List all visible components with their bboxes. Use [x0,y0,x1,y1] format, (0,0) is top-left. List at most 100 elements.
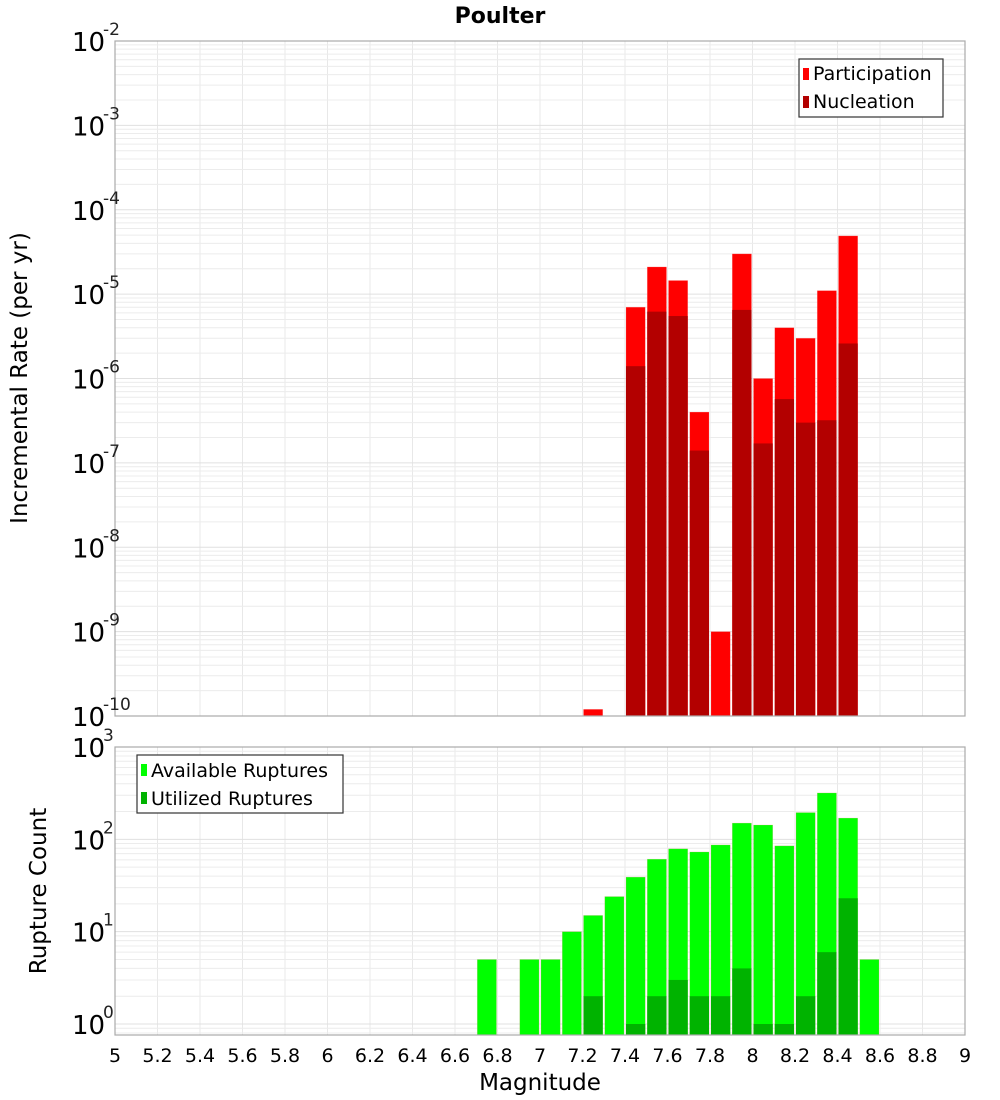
x-tick-label: 6.4 [397,1045,427,1067]
bar-nucleation [732,309,752,716]
y-tick-exponent: -2 [103,20,120,40]
bar-utilized-ruptures [711,996,731,1035]
top-plot-border [114,40,966,717]
y-tick-base: 10 [72,28,105,58]
bar-utilized-ruptures [732,968,752,1035]
y-tick-base: 10 [72,534,105,564]
top-plot: 10-210-310-410-510-610-710-810-910-10 In… [7,20,966,733]
bar-utilized-ruptures [689,996,709,1035]
legend-label-utilized-ruptures: Utilized Ruptures [151,788,313,810]
top-grid [114,41,966,717]
top-y-tick-label: 10-2 [72,20,120,58]
x-tick-label: 8.8 [907,1045,937,1067]
bar-nucleation [668,316,688,716]
top-y-tick-label: 10-4 [72,189,120,227]
bar-utilized-ruptures [647,996,667,1035]
bottom-x-ticks: 5 5.2 5.4 5.6 5.8 6 6.2 6.4 6.6 6.8 7 7.2 7.4 7.6 7.8 8… [109,1045,971,1067]
y-tick-base: 10 [72,281,105,311]
bar-available-ruptures [625,876,646,1036]
top-y-tick-label: 10-3 [72,104,120,142]
bottom-y-tick-label: 102 [72,818,114,856]
y-tick-base: 10 [72,112,105,142]
bar-available-ruptures [604,896,625,1036]
top-legend-box [798,58,944,118]
x-tick-label: 5 [109,1045,121,1067]
bar-nucleation [753,443,773,716]
top-legend: Participation Nucleation [798,58,944,118]
bottom-y-tick-label: 101 [72,911,114,949]
y-tick-exponent: -8 [103,526,120,546]
y-tick-exponent: -4 [103,189,120,209]
legend-swatch-participation [803,68,809,80]
y-tick-base: 10 [72,703,105,733]
x-tick-label: 7.8 [695,1045,725,1067]
y-tick-exponent: 3 [103,726,114,746]
y-tick-base: 10 [72,197,105,227]
x-axis-label: Magnitude [479,1070,601,1096]
x-tick-label: 8.6 [865,1045,895,1067]
top-y-tick-label: 10-6 [72,358,120,396]
legend-swatch-nucleation [803,96,809,108]
bar-utilized-ruptures [774,1023,794,1035]
x-tick-label: 5.8 [270,1045,300,1067]
y-tick-exponent: 0 [103,1003,114,1023]
top-y-ticks: 10-210-310-410-510-610-710-810-910-10 [72,20,131,733]
top-y-axis-label: Incremental Rate (per yr) [7,232,33,524]
bar-available-ruptures [774,845,795,1036]
x-tick-label: 5.4 [185,1045,215,1067]
x-tick-label: 7.6 [652,1045,682,1067]
x-tick-label: 5.2 [142,1045,172,1067]
bar-participation [583,709,604,717]
top-y-tick-label: 10-9 [72,611,120,649]
bar-available-ruptures [540,959,561,1036]
bar-nucleation [774,399,794,716]
y-tick-exponent: -7 [103,442,120,462]
legend-label-nucleation: Nucleation [813,91,915,113]
x-tick-label: 5.6 [227,1045,257,1067]
bar-available-ruptures [753,824,774,1036]
legend-label-available-ruptures: Available Ruptures [151,760,328,782]
legend-swatch-available-ruptures [141,764,147,776]
x-tick-label: 7 [534,1045,546,1067]
legend-swatch-utilized-ruptures [141,792,147,804]
bottom-grid [114,747,966,1035]
bar-utilized-ruptures [753,1023,773,1035]
bottom-plot-border [114,746,966,1036]
top-y-tick-label: 10-8 [72,526,120,564]
y-tick-base: 10 [72,1011,105,1041]
y-tick-base: 10 [72,919,105,949]
x-tick-label: 6 [321,1045,333,1067]
bar-nucleation [689,450,709,716]
y-tick-exponent: -5 [103,273,120,293]
bar-utilized-ruptures [668,979,688,1035]
legend-label-participation: Participation [813,63,932,85]
y-tick-base: 10 [72,826,105,856]
x-tick-label: 8.2 [780,1045,810,1067]
bottom-bars [476,792,880,1036]
bar-utilized-ruptures [626,1023,646,1035]
y-tick-base: 10 [72,734,105,764]
y-tick-exponent: -10 [103,695,131,715]
y-tick-exponent: 1 [103,911,114,931]
bar-utilized-ruptures [583,996,603,1035]
x-tick-label: 8.4 [822,1045,852,1067]
bottom-legend: Available Ruptures Utilized Ruptures [136,754,344,814]
bar-available-ruptures [476,959,497,1036]
bottom-y-axis-label: Rupture Count [26,808,52,974]
bottom-y-tick-label: 103 [72,726,114,764]
bar-participation [710,631,731,717]
y-tick-exponent: -9 [103,611,120,631]
y-tick-exponent: 2 [103,818,114,838]
bar-available-ruptures [859,959,880,1036]
y-tick-exponent: -3 [103,104,120,124]
bar-nucleation [626,366,646,716]
top-y-tick-label: 10-7 [72,442,120,480]
x-tick-label: 7.4 [610,1045,640,1067]
bar-nucleation [817,420,837,716]
bar-nucleation [796,422,816,716]
bottom-legend-box [136,754,344,814]
bar-nucleation [647,311,667,716]
